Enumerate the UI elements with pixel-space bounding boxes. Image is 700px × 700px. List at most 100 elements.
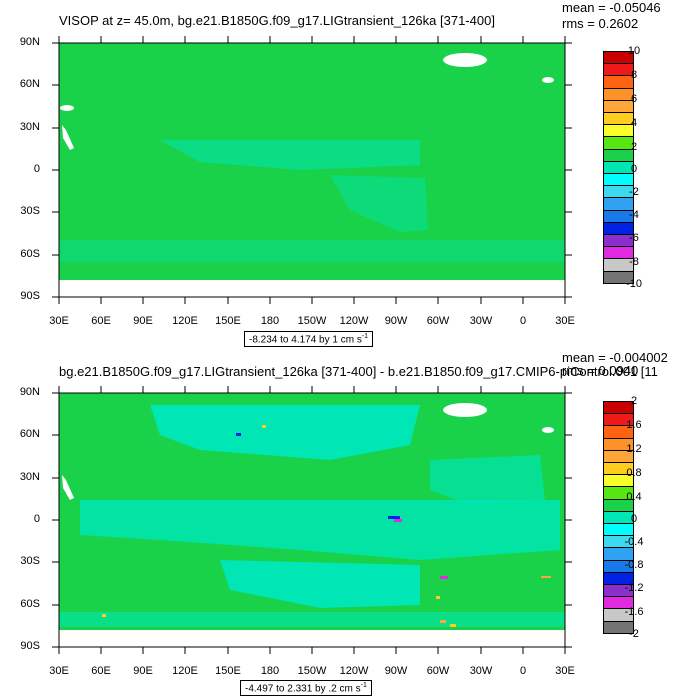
- colorbar-label: -10: [626, 278, 642, 290]
- colorbar-swatch: [604, 487, 633, 500]
- colorbar-swatch: [604, 113, 633, 126]
- colorbar-label: 1.6: [626, 419, 642, 431]
- lat-label-eq: 0: [33, 513, 40, 525]
- colorbar-swatch: [604, 524, 633, 537]
- colorbar-swatch: [604, 402, 633, 415]
- colorbar-swatch: [604, 161, 633, 175]
- lat-label-30n: 30N: [19, 121, 40, 133]
- lon-label: 60W: [426, 665, 450, 677]
- island-west: [60, 105, 74, 111]
- lon-label: 60E: [91, 315, 111, 327]
- colorbar-swatch: [604, 572, 633, 586]
- lat-label-30s: 30S: [20, 555, 40, 567]
- colorbar-swatch: [604, 210, 633, 223]
- lon-label: 60W: [426, 315, 450, 327]
- lon-label: 120W: [339, 315, 369, 327]
- colorbar: [603, 51, 634, 284]
- contour-range-label: -8.234 to 4.174 by 1 cm s-1: [244, 331, 374, 348]
- lat-label-90n: 90N: [19, 386, 40, 398]
- lon-label: 120E: [172, 665, 198, 677]
- colorbar-swatch: [604, 137, 633, 150]
- lon-label: 150W: [297, 315, 327, 327]
- colorbar-swatch: [604, 597, 633, 610]
- lon-label: 90W: [384, 665, 408, 677]
- field-band-southern: [59, 240, 565, 262]
- field-band-south-pacific: [220, 560, 420, 608]
- colorbar-swatch: [604, 426, 633, 439]
- colorbar-label: -6: [629, 232, 639, 244]
- greenland: [443, 53, 487, 67]
- lon-label: 150W: [297, 665, 327, 677]
- colorbar-label: 2: [630, 141, 638, 153]
- colorbar-swatch: [604, 609, 633, 622]
- colorbar-label: -2: [629, 186, 639, 198]
- contour-range-label: -4.497 to 2.331 by .2 cm s-1: [240, 680, 372, 697]
- colorbar-swatch: [604, 475, 633, 488]
- colorbar-swatch: [604, 438, 633, 451]
- colorbar-swatch: [604, 536, 633, 549]
- lon-label: 30E: [555, 315, 575, 327]
- colorbar-swatch: [604, 88, 633, 101]
- field-band-southern: [59, 612, 565, 627]
- colorbar-label: -8: [629, 256, 639, 268]
- colorbar-label: 2: [630, 395, 638, 407]
- map-panel-difference: mean = -0.004002 rms = 0.0940 bg.e21.B18…: [0, 350, 700, 700]
- field-band-tropical-pacific: [160, 140, 420, 170]
- island-northeast: [542, 77, 554, 83]
- ocean-field: [59, 43, 565, 297]
- colorbar-swatch: [604, 174, 633, 187]
- lon-label: 150E: [215, 315, 241, 327]
- lon-label: 150E: [215, 665, 241, 677]
- map-panel-visop: VISOP at z= 45.0m, bg.e21.B1850G.f09_g17…: [19, 0, 661, 348]
- colorbar-label: 8: [630, 69, 638, 81]
- lon-label: 120E: [172, 315, 198, 327]
- colorbar-swatch: [604, 64, 633, 77]
- lon-label: 30W: [469, 665, 493, 677]
- lat-label-eq: 0: [33, 163, 40, 175]
- colorbar-swatch: [604, 198, 633, 211]
- colorbar-swatch: [604, 548, 633, 561]
- lon-label: 0: [519, 665, 527, 677]
- colorbar-label: 0: [630, 513, 638, 525]
- colorbar-label: -4: [629, 209, 639, 221]
- mean-stat: mean = -0.05046: [562, 0, 661, 15]
- antarctica: [59, 280, 565, 297]
- colorbar-label: 0.4: [626, 491, 642, 503]
- antarctica: [59, 630, 565, 647]
- colorbar-swatch: [604, 247, 633, 260]
- colorbar-swatch: [604, 149, 633, 162]
- colorbar-label: 0: [630, 163, 638, 175]
- lat-label-60s: 60S: [20, 248, 40, 260]
- colorbar-swatch: [604, 259, 633, 272]
- colorbar-label: 10: [627, 45, 641, 57]
- lon-label: 30E: [555, 665, 575, 677]
- colorbar-swatch: [604, 511, 633, 525]
- colorbar-swatch: [604, 499, 633, 512]
- lon-label: 0: [519, 315, 527, 327]
- lat-label-60n: 60N: [19, 428, 40, 440]
- colorbar-swatch: [604, 271, 633, 284]
- lon-label: 180: [260, 665, 280, 677]
- lat-label-30s: 30S: [20, 205, 40, 217]
- lat-label-30n: 30N: [19, 471, 40, 483]
- field-band-atlantic: [430, 455, 545, 505]
- map-plot: [52, 386, 572, 654]
- colorbar-swatch: [604, 414, 633, 427]
- greenland: [443, 403, 487, 417]
- lat-label-60n: 60N: [19, 78, 40, 90]
- colorbar-swatch: [604, 100, 633, 114]
- lon-label: 30E: [49, 315, 69, 327]
- map-plot: [52, 36, 572, 304]
- lon-label: 180: [260, 315, 280, 327]
- field-band-tropics: [80, 500, 560, 560]
- mean-stat: mean = -0.004002: [562, 350, 668, 365]
- island-northeast: [542, 427, 554, 433]
- lon-label: 30W: [469, 315, 493, 327]
- colorbar-swatch: [604, 450, 633, 464]
- plot-title: VISOP at z= 45.0m, bg.e21.B1850G.f09_g17…: [59, 13, 495, 28]
- field-band-north-pacific: [150, 405, 420, 460]
- lat-label-90s: 90S: [20, 640, 40, 652]
- lon-label: 90E: [133, 665, 153, 677]
- colorbar-label: -2: [629, 628, 639, 640]
- colorbar-swatch: [604, 76, 633, 89]
